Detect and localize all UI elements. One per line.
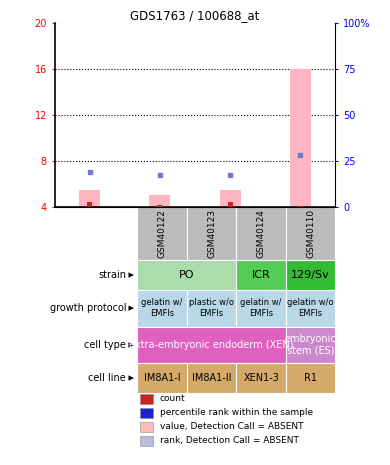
Title: GDS1763 / 100688_at: GDS1763 / 100688_at: [130, 9, 260, 22]
Text: gelatin w/o
EMFls: gelatin w/o EMFls: [287, 299, 334, 318]
Bar: [137, 260, 236, 290]
Text: plastic w/o
EMFls: plastic w/o EMFls: [189, 299, 234, 318]
Text: XEN1-3: XEN1-3: [243, 373, 279, 383]
Text: ICR: ICR: [252, 270, 271, 280]
Polygon shape: [128, 375, 134, 381]
Bar: [137, 290, 187, 326]
Bar: [236, 363, 286, 393]
Text: R1: R1: [304, 373, 317, 383]
Bar: [137, 363, 187, 393]
Text: cell line: cell line: [89, 373, 126, 383]
Text: count: count: [160, 394, 186, 404]
Text: embryonic
stem (ES): embryonic stem (ES): [285, 334, 337, 356]
Bar: [140, 394, 153, 404]
Bar: [236, 290, 286, 326]
Text: cell type: cell type: [84, 340, 126, 350]
Text: GSM40123: GSM40123: [207, 209, 216, 258]
Text: extra-embryonic endoderm (XEN): extra-embryonic endoderm (XEN): [129, 340, 294, 350]
Text: PO: PO: [179, 270, 195, 280]
Bar: [158, 205, 162, 207]
Bar: [286, 290, 335, 326]
Text: value, Detection Call = ABSENT: value, Detection Call = ABSENT: [160, 422, 303, 432]
Bar: [137, 326, 286, 363]
Text: GSM40110: GSM40110: [306, 209, 315, 258]
Bar: [187, 363, 236, 393]
Bar: [187, 290, 236, 326]
Bar: [137, 207, 187, 260]
Bar: [220, 190, 241, 207]
Bar: [140, 408, 153, 418]
Bar: [286, 363, 335, 393]
Bar: [79, 190, 100, 207]
Text: GSM40122: GSM40122: [158, 209, 167, 258]
Bar: [87, 202, 92, 207]
Bar: [236, 207, 286, 260]
Bar: [149, 195, 170, 207]
Text: IM8A1-I: IM8A1-I: [144, 373, 181, 383]
Bar: [228, 202, 232, 207]
Bar: [286, 326, 335, 363]
Bar: [298, 206, 303, 207]
Text: percentile rank within the sample: percentile rank within the sample: [160, 408, 313, 418]
Bar: [140, 422, 153, 432]
Text: growth protocol: growth protocol: [50, 303, 126, 313]
Bar: [140, 436, 153, 445]
Text: rank, Detection Call = ABSENT: rank, Detection Call = ABSENT: [160, 437, 299, 445]
Bar: [236, 260, 286, 290]
Polygon shape: [128, 272, 134, 278]
Text: gelatin w/
EMFls: gelatin w/ EMFls: [142, 299, 183, 318]
Text: IM8A1-II: IM8A1-II: [192, 373, 231, 383]
Text: strain: strain: [98, 270, 126, 280]
Text: 129/Sv: 129/Sv: [291, 270, 330, 280]
Polygon shape: [128, 306, 134, 311]
Text: GSM40124: GSM40124: [257, 209, 266, 258]
Bar: [286, 260, 335, 290]
Bar: [290, 69, 311, 207]
Text: gelatin w/
EMFls: gelatin w/ EMFls: [240, 299, 282, 318]
Bar: [187, 207, 236, 260]
Bar: [286, 207, 335, 260]
Polygon shape: [128, 342, 134, 348]
